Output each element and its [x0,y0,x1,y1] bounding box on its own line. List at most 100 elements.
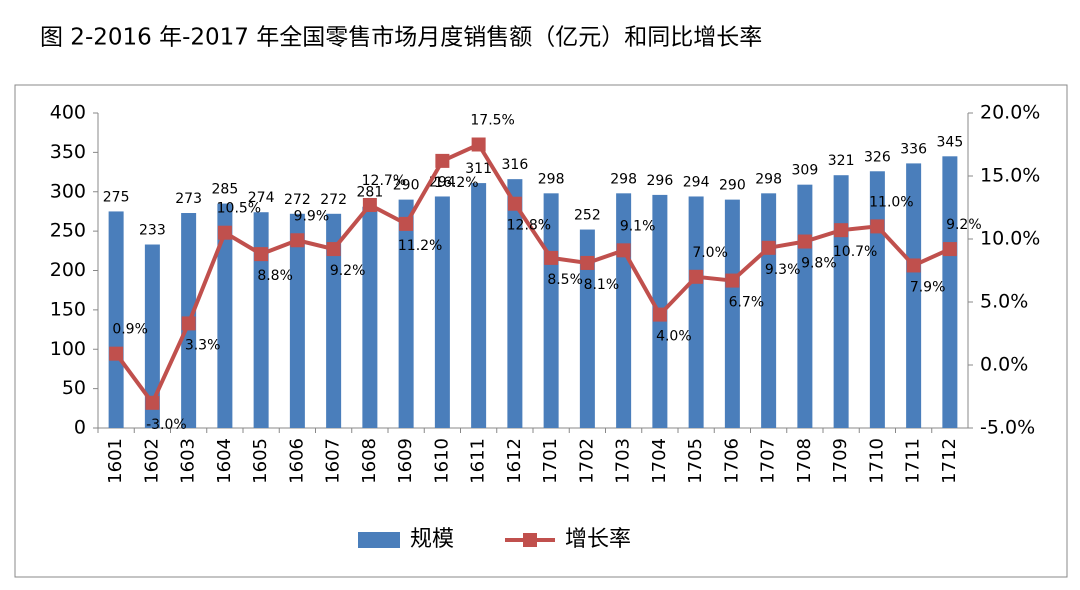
marker [942,242,957,257]
point-label: 8.1% [584,277,620,293]
bar [507,179,523,428]
bar-label: 298 [610,171,637,187]
bar [326,213,342,428]
x-tick-label: 1612 [504,438,525,484]
bar [144,244,160,428]
marker [399,216,414,231]
bar [833,175,849,428]
x-tick-label: 1601 [105,438,126,484]
y-tick-label: 100 [50,338,86,360]
x-tick-label: 1703 [613,438,634,484]
bar [761,193,777,428]
legend-label: 增长率 [565,527,631,552]
point-label: 9.2% [330,263,366,279]
marker [834,223,849,238]
point-label: 16.2% [434,175,478,191]
x-tick-label: 1705 [685,438,706,484]
bar [362,206,378,428]
x-tick-label: 1604 [214,438,235,484]
bar [217,203,233,428]
bar-label: 275 [103,189,130,205]
point-label: 10.7% [833,244,877,260]
marker [580,255,595,270]
y2-tick-label: 0.0% [980,354,1028,376]
bar-label: 296 [647,173,674,189]
bar-label: 321 [828,153,855,169]
bar [797,184,813,428]
x-tick-label: 1702 [576,438,597,484]
point-label: 9.2% [946,217,982,233]
bar-label: 311 [465,161,492,177]
bar [942,156,958,428]
marker [145,395,160,410]
x-tick-label: 1605 [250,438,271,484]
point-label: 7.9% [910,279,946,295]
point-label: 17.5% [470,113,514,129]
y-tick-label: 350 [50,141,86,163]
point-label: 11.2% [398,238,442,254]
x-tick-label: 1608 [359,438,380,484]
y-tick-label: 200 [50,259,86,281]
point-label: 9.9% [294,208,330,224]
marker [761,240,776,255]
marker [435,153,450,168]
y-tick-label: 250 [50,220,86,242]
legend-marker [523,533,537,547]
bar [289,213,305,428]
y2-tick-label: -5.0% [980,417,1035,439]
point-label: 6.7% [729,295,765,311]
marker [906,258,921,273]
bar-label: 345 [937,134,964,150]
bar-label: 290 [393,178,420,194]
marker [362,197,377,212]
point-label: 10.5% [217,201,261,217]
legend-label: 规模 [410,527,454,552]
x-tick-label: 1709 [830,438,851,484]
marker [471,137,486,152]
x-tick-label: 1706 [721,438,742,484]
marker [725,273,740,288]
legend-swatch [358,532,400,548]
marker [181,316,196,331]
bar [688,196,704,428]
point-label: 9.3% [765,262,801,278]
x-tick-label: 1606 [286,438,307,484]
marker [254,247,269,262]
y-tick-label: 400 [50,102,86,124]
marker [616,243,631,258]
x-tick-label: 1603 [178,438,199,484]
bar-label: 294 [683,174,710,190]
x-tick-label: 1610 [431,438,452,484]
point-label: 0.9% [112,322,148,338]
marker [217,225,232,240]
x-tick-label: 1609 [395,438,416,484]
marker [290,233,305,248]
bar [724,199,740,428]
bar-label: 298 [538,171,565,187]
y-tick-label: 300 [50,180,86,202]
bar [906,163,922,428]
chart-title: 图 2-2016 年-2017 年全国零售市场月度销售额（亿元）和同比增长率 [40,25,762,51]
bar-label: 326 [864,149,891,165]
marker [326,242,341,257]
x-tick-label: 1602 [141,438,162,484]
point-label: 3.3% [185,337,221,353]
marker [507,196,522,211]
y2-tick-label: 5.0% [980,291,1028,313]
bar [253,212,269,428]
bar [108,211,124,428]
marker [689,269,704,284]
marker [652,307,667,322]
y-tick-label: 150 [50,298,86,320]
bar-label: 272 [284,192,311,208]
x-tick-label: 1711 [903,438,924,484]
x-tick-label: 1712 [939,438,960,484]
x-tick-label: 1701 [540,438,561,484]
bar [869,171,885,428]
point-label: 12.8% [507,218,551,234]
x-tick-label: 1707 [758,438,779,484]
marker [544,250,559,265]
chart-frame [14,84,1068,578]
